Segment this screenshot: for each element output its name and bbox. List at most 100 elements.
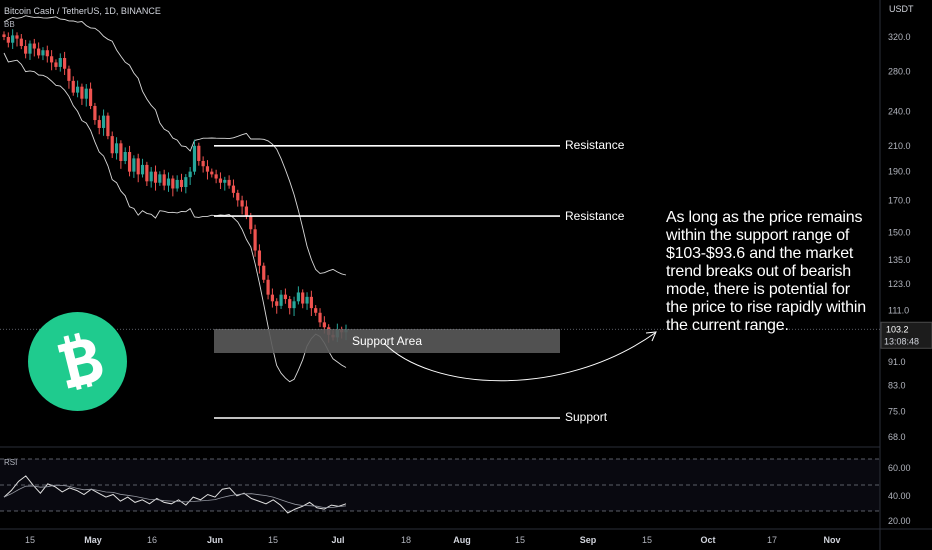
candle-body (214, 174, 218, 179)
candle-body (127, 152, 132, 172)
candle-body (279, 294, 283, 306)
time-tick-label: 17 (767, 535, 777, 545)
candle-body (84, 88, 88, 99)
price-tick-label: 68.0 (888, 432, 906, 442)
resistance-label-2: Resistance (565, 209, 625, 223)
candle-body (50, 56, 54, 63)
candle-body (166, 178, 171, 186)
candle-body (270, 294, 275, 302)
candle-body (58, 58, 62, 67)
candle-body (288, 299, 292, 309)
rsi-tick-label: 60.00 (888, 463, 911, 473)
candle-body (149, 171, 153, 182)
candle-body (179, 179, 184, 188)
time-tick-label: Oct (700, 535, 715, 545)
price-tag-countdown: 13:08:48 (884, 336, 919, 346)
candle-body (153, 171, 158, 183)
time-tick-label: 16 (147, 535, 157, 545)
candle-body (2, 34, 6, 37)
projection-curve (383, 332, 656, 382)
candle-body (318, 312, 322, 323)
time-tick-label: 15 (25, 535, 35, 545)
rsi-indicator-label[interactable]: RSI (4, 458, 18, 467)
price-tick-label: 240.0 (888, 106, 911, 116)
bb-indicator-label[interactable]: BB (4, 20, 15, 29)
price-tag-value: 103.2 (886, 324, 909, 334)
price-tick-label: 280.0 (888, 66, 911, 76)
price-tick-label: 83.0 (888, 381, 906, 391)
bb-upper-band (3, 15, 347, 276)
candle-body (249, 216, 253, 230)
time-tick-label: 15 (515, 535, 525, 545)
candle-body (301, 292, 305, 304)
support-label: Support (565, 410, 608, 424)
price-tick-label: 123.0 (888, 279, 911, 289)
candle-body (123, 152, 127, 161)
support-area-box (214, 329, 560, 353)
price-tag-box (880, 321, 932, 349)
candle-body (132, 158, 136, 172)
projection-arrowhead (645, 331, 657, 342)
candle-body (283, 294, 287, 300)
price-tick-label: 170.0 (888, 195, 911, 205)
candle-body (188, 171, 192, 178)
bb-lower-band (3, 52, 347, 383)
candle-body (223, 179, 227, 183)
price-axis-area (880, 0, 932, 550)
candle-body (314, 308, 318, 313)
time-tick-label: 15 (642, 535, 652, 545)
candle-body (97, 120, 101, 128)
time-tick-label: 15 (268, 535, 278, 545)
candle-body (41, 50, 45, 56)
price-tick-label: 190.0 (888, 167, 911, 177)
candle-body (201, 160, 205, 167)
candle-body (205, 166, 210, 172)
candle-body (71, 80, 75, 93)
candle-body (296, 292, 300, 302)
candle-body (19, 38, 23, 47)
candle-body (119, 143, 123, 161)
rsi-band-fill (0, 459, 880, 511)
candlestick-series (2, 29, 348, 343)
candle-body (80, 86, 84, 99)
candle-body (227, 179, 231, 186)
time-tick-label: 18 (401, 535, 411, 545)
price-tick-label: 320.0 (888, 32, 911, 42)
candle-body (162, 174, 166, 186)
candle-body (101, 115, 106, 128)
candle-body (257, 250, 262, 266)
candle-body (158, 174, 162, 183)
time-tick-label: Jun (207, 535, 223, 545)
candle-body (145, 164, 149, 182)
time-tick-label: Aug (453, 535, 471, 545)
currency-label: USDT (889, 4, 914, 14)
price-tick-label: 75.0 (888, 407, 906, 417)
time-tick-label: May (84, 535, 102, 545)
candle-body (322, 322, 326, 328)
candle-body (253, 229, 257, 251)
candle-body (136, 158, 140, 175)
bollinger-bands (3, 15, 347, 383)
candle-body (231, 185, 236, 193)
candle-body (67, 68, 71, 81)
rsi-tick-label: 20.00 (888, 516, 911, 526)
candle-body (75, 86, 80, 93)
candle-body (140, 164, 145, 175)
symbol-title: Bitcoin Cash / TetherUS, 1D, BINANCE (4, 6, 161, 16)
candle-body (114, 143, 119, 154)
candle-body (63, 58, 67, 69)
candle-body (11, 35, 15, 43)
candle-body (54, 62, 58, 67)
candle-body (240, 200, 244, 207)
candle-body (210, 171, 214, 175)
candle-body (110, 136, 114, 154)
price-tick-label: 111.0 (888, 305, 909, 315)
resistance-label-1: Resistance (565, 138, 625, 152)
candle-body (37, 48, 41, 56)
time-tick-label: Nov (823, 535, 840, 545)
price-tick-label: 135.0 (888, 255, 911, 265)
candle-body (106, 115, 110, 137)
candle-body (93, 105, 97, 121)
